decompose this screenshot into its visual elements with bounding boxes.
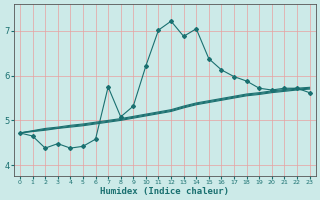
X-axis label: Humidex (Indice chaleur): Humidex (Indice chaleur) (100, 187, 229, 196)
